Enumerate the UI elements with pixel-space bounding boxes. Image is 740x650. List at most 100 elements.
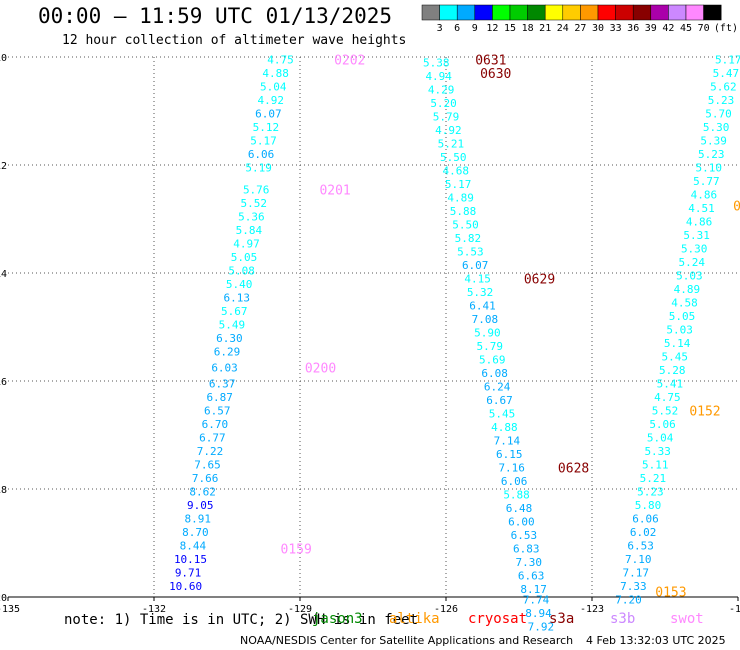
wave-height-label: 6.70	[202, 418, 229, 431]
legend-swatch	[632, 4, 652, 21]
wave-height-label: 5.41	[657, 378, 684, 391]
wave-height-label: 7.17	[623, 567, 650, 580]
legend-label: 21	[539, 23, 551, 34]
wave-height-label: 5.39	[700, 135, 727, 148]
wave-height-label: 5.04	[260, 81, 287, 94]
wave-height-label: 4.97	[233, 237, 260, 250]
wave-height-label: 6.53	[627, 540, 654, 553]
wave-height-label: 5.36	[238, 210, 265, 223]
wave-height-label: 5.62	[710, 81, 737, 94]
legend-swatch	[421, 4, 440, 21]
time-label: 015	[733, 200, 740, 215]
wave-height-label: 4.75	[654, 391, 681, 404]
wave-height-label: 6.63	[518, 569, 545, 582]
wave-height-label: 6.30	[216, 332, 243, 345]
wave-height-label: 5.32	[467, 286, 494, 299]
wave-height-label: 6.15	[496, 448, 523, 461]
wave-height-label: 7.92	[528, 621, 555, 634]
wave-height-label: 6.83	[513, 542, 540, 555]
x-tick-label: -12	[729, 604, 740, 615]
wave-height-label: 5.03	[666, 324, 693, 337]
wave-height-label: 4.88	[491, 421, 518, 434]
mission-altika: altika	[389, 611, 440, 627]
wave-height-label: 5.50	[440, 151, 467, 164]
y-tick-label: -12	[0, 161, 7, 172]
wave-height-label: 5.50	[452, 218, 479, 231]
time-label: 0631	[475, 54, 506, 69]
wave-height-label: 6.87	[206, 391, 233, 404]
wave-height-label: 4.58	[671, 297, 698, 310]
wave-height-label: 5.11	[642, 459, 669, 472]
wave-height-label: 4.92	[435, 124, 462, 137]
wave-height-label: 5.38	[423, 56, 450, 69]
legend-swatch	[509, 4, 528, 21]
wave-height-label: 6.03	[211, 362, 238, 375]
wave-height-label: 5.47	[713, 67, 740, 80]
mission-s3a: s3a	[549, 611, 575, 627]
footer-timestamp: 4 Feb 13:32:03 UTC 2025	[586, 634, 726, 647]
wave-height-label: 4.89	[674, 283, 701, 296]
wave-height-label: 5.31	[683, 229, 710, 242]
wave-height-label: 6.07	[462, 259, 489, 272]
wave-height-label: 4.86	[691, 189, 718, 202]
wave-height-label: 8.94	[525, 607, 552, 620]
wave-height-label: 5.53	[457, 245, 484, 258]
legend-swatch	[650, 4, 669, 21]
legend-swatch	[703, 4, 722, 21]
time-label: 0629	[524, 272, 555, 287]
wave-height-label: 4.29	[428, 83, 455, 96]
wave-height-label: 7.66	[192, 472, 219, 485]
wave-height-label: 8.62	[189, 486, 216, 499]
legend-label: 36	[627, 23, 639, 34]
wave-height-label: 5.12	[253, 121, 280, 134]
time-label: 0159	[281, 542, 312, 557]
y-tick-label: -10	[0, 53, 7, 64]
mission-s3b: s3b	[610, 611, 636, 627]
wave-height-label: 8.44	[180, 540, 207, 553]
wave-height-label: 7.30	[515, 556, 542, 569]
footer-note: note: 1) Time is in UTC; 2) SWH is in fe…	[64, 612, 419, 628]
legend-swatch	[668, 4, 687, 21]
chart-subtitle: 12 hour collection of altimeter wave hei…	[62, 33, 407, 48]
wave-height-label: 5.90	[474, 326, 501, 339]
wave-height-label: 5.77	[693, 175, 720, 188]
wave-height-label: 6.67	[486, 394, 513, 407]
wave-height-label: 5.88	[450, 205, 477, 218]
legend-swatch	[597, 4, 616, 21]
wave-height-label: 4.86	[686, 216, 713, 229]
time-label: 0630	[480, 67, 511, 82]
wave-height-label: 6.02	[630, 526, 657, 539]
wave-height-label: 5.69	[479, 353, 506, 366]
wave-height-label: 4.68	[442, 164, 469, 177]
wave-height-label: 6.07	[255, 108, 282, 121]
wave-height-label: 6.57	[204, 405, 231, 418]
wave-height-label: 5.79	[433, 110, 460, 123]
wave-height-label: 5.84	[236, 224, 263, 237]
legend-swatch	[456, 4, 476, 21]
wave-height-label: 6.06	[632, 513, 659, 526]
wave-height-label: 6.13	[223, 291, 250, 304]
legend-label: 33	[610, 23, 622, 34]
wave-height-label: 8.91	[185, 513, 212, 526]
wave-height-label: 5.40	[226, 278, 253, 291]
wave-height-label: 4.88	[262, 67, 289, 80]
wave-height-label: 6.00	[508, 515, 535, 528]
data-marks: 4.754.885.044.926.075.125.176.065.195.76…	[169, 54, 740, 597]
wave-height-label: 7.74	[523, 594, 550, 607]
mission-swot: swot	[670, 611, 704, 627]
wave-height-label: 5.33	[644, 445, 671, 458]
wave-height-label: 8.17	[520, 583, 547, 596]
y-tick-label: -16	[0, 377, 7, 388]
legend-swatch	[685, 4, 704, 21]
wave-height-label: 6.77	[199, 432, 226, 445]
wave-height-label: 6.41	[469, 299, 496, 312]
wave-height-label: 6.24	[484, 380, 511, 393]
wave-height-label: 5.45	[661, 351, 688, 364]
wave-height-label: 5.05	[231, 251, 258, 264]
wave-height-label: 7.33	[620, 580, 647, 593]
wave-height-label: 5.28	[659, 364, 686, 377]
legend-swatch	[544, 4, 564, 21]
time-label: 0152	[689, 405, 720, 420]
wave-height-label: 5.05	[669, 310, 696, 323]
legend-label: 42	[662, 23, 674, 34]
